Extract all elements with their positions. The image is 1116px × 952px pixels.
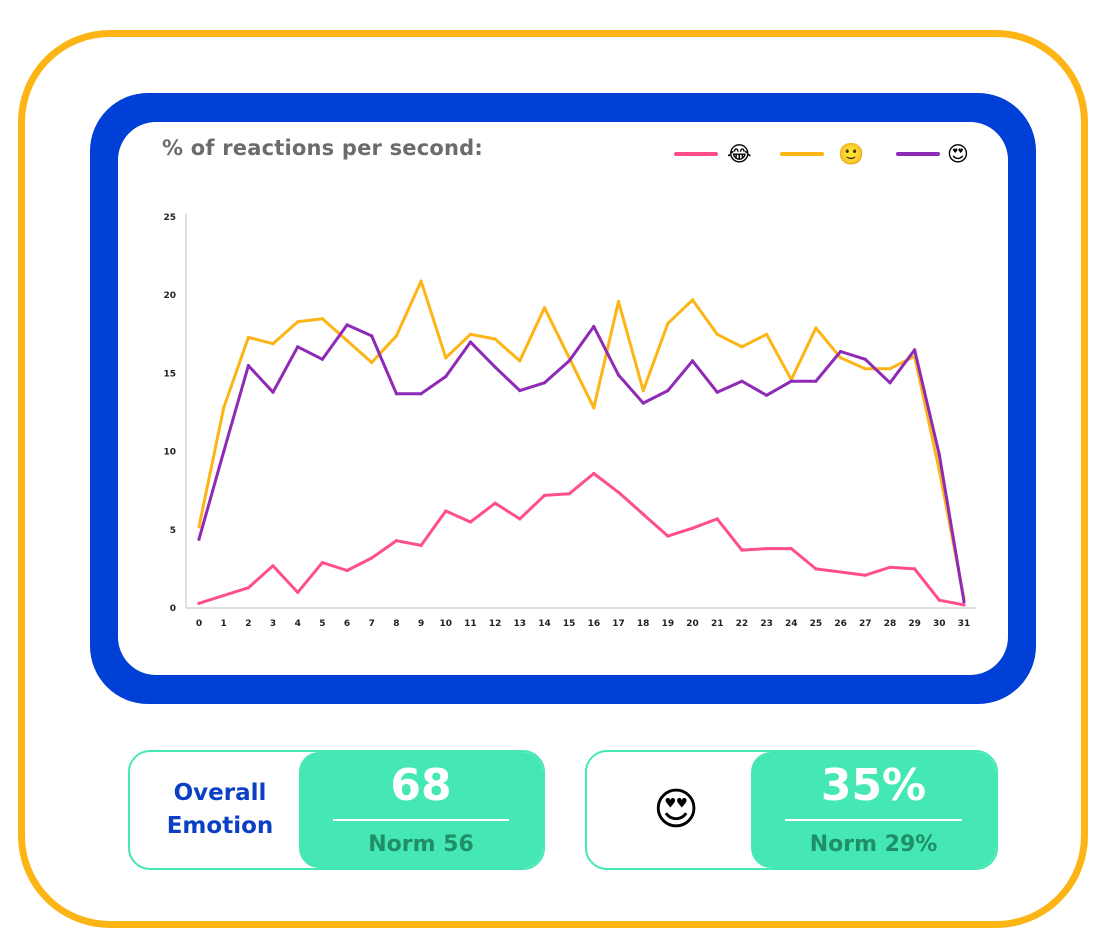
overall-emotion-value: 68 bbox=[390, 760, 452, 811]
chart-title: % of reactions per second: bbox=[162, 136, 484, 160]
smiling-emoji-icon: 🙂 bbox=[838, 142, 865, 166]
heart-eyes-icon-area: 😍 bbox=[587, 752, 765, 868]
score-divider bbox=[333, 819, 509, 821]
overall-emotion-score-panel: 68 Norm 56 bbox=[299, 752, 543, 868]
chart-card bbox=[118, 122, 1008, 675]
score-divider bbox=[785, 819, 962, 821]
overall-emotion-norm: Norm 56 bbox=[368, 832, 474, 857]
heart-eyes-score-panel: 35% Norm 29% bbox=[751, 752, 996, 868]
overall-emotion-card: Overall Emotion 68 Norm 56 bbox=[128, 750, 545, 870]
legend-swatch-heart-eyes bbox=[896, 152, 940, 156]
legend-swatch-smiling bbox=[780, 152, 824, 156]
heart-eyes-card: 😍 35% Norm 29% bbox=[585, 750, 998, 870]
legend-swatch-laughing bbox=[674, 152, 718, 156]
laughing-emoji-icon: 😂 bbox=[727, 142, 752, 166]
overall-emotion-label: Overall Emotion bbox=[166, 780, 274, 839]
chart-legend: 😂 🙂 😍 bbox=[670, 140, 980, 170]
heart-eyes-emoji-icon: 😍 bbox=[947, 142, 969, 166]
heart-eyes-value: 35% bbox=[820, 760, 927, 811]
heart-eyes-norm: Norm 29% bbox=[809, 832, 938, 857]
outer-frame bbox=[18, 30, 1088, 928]
overall-emotion-label-area: Overall Emotion bbox=[130, 752, 310, 868]
heart-eyes-icon: 😍 bbox=[653, 784, 699, 835]
